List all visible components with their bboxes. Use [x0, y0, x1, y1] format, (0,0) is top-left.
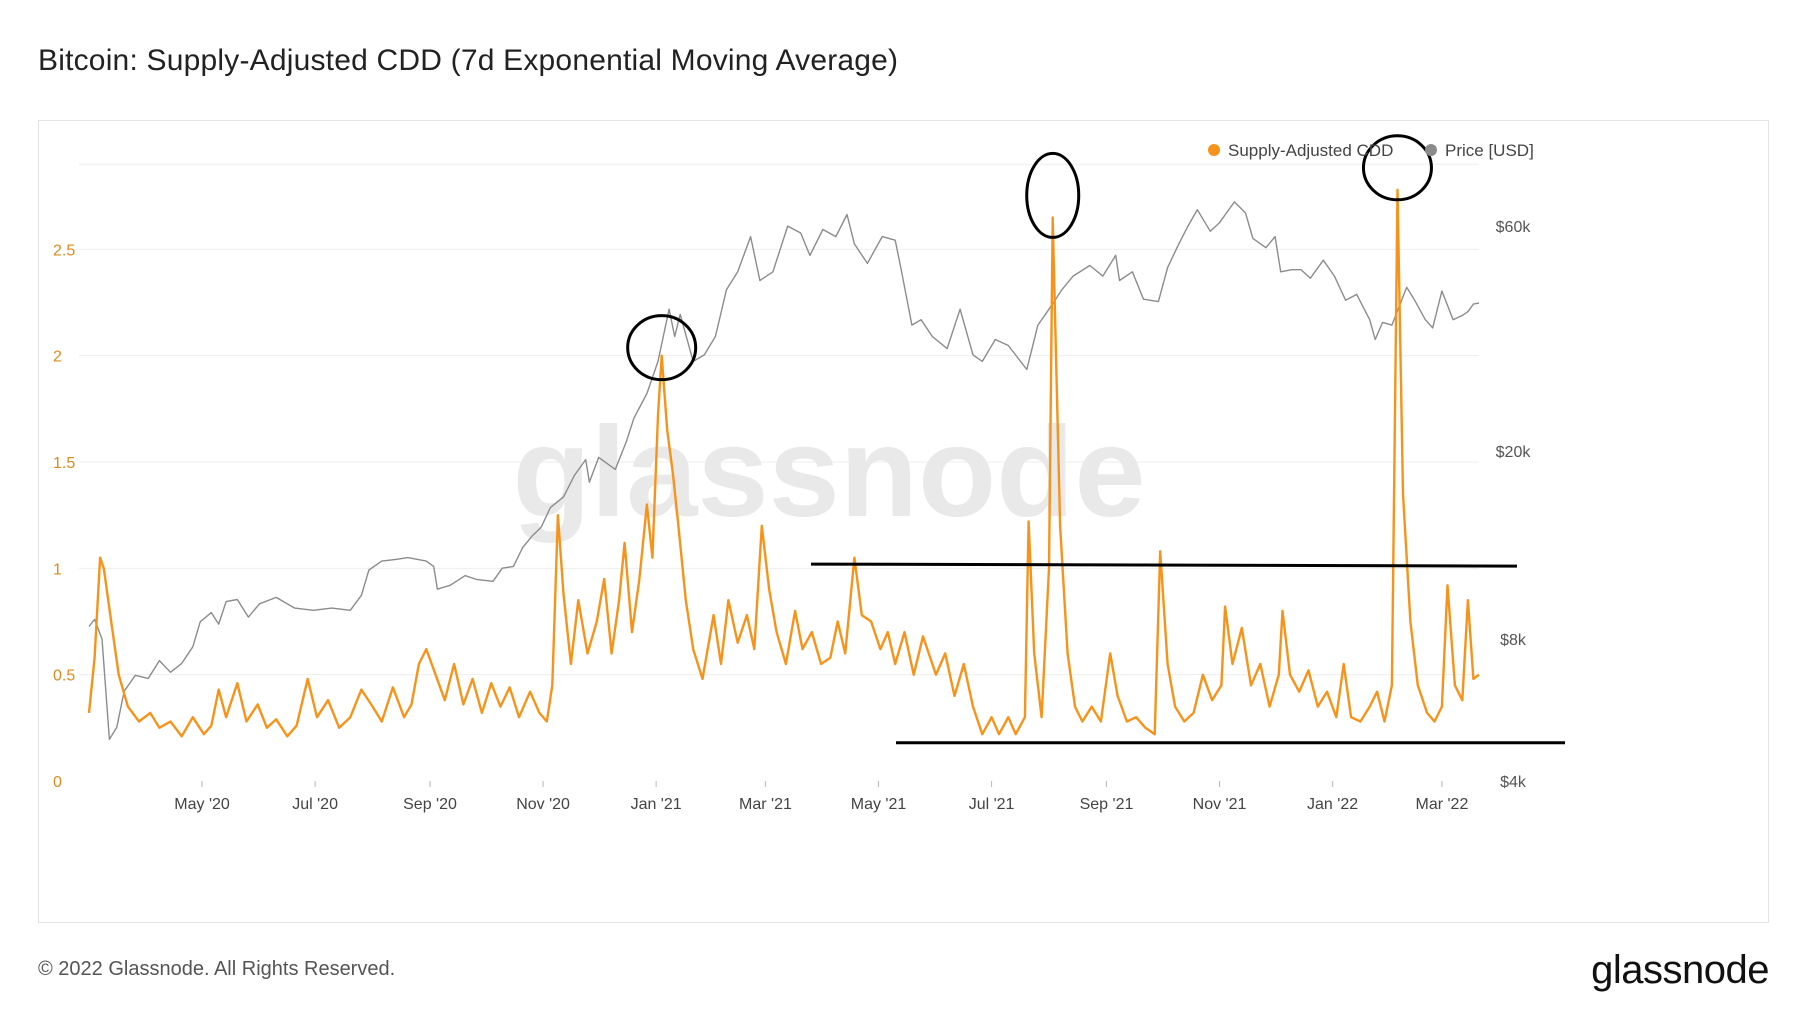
x-tick-label: Jan '21: [631, 796, 682, 813]
chart-watermark: glassnode: [512, 401, 1145, 544]
annotation-line-upper: [810, 562, 1518, 568]
right-tick-label: $60k: [1496, 219, 1532, 236]
x-tick-label: May '20: [174, 796, 230, 813]
x-tick-label: Jul '21: [969, 796, 1015, 813]
series-layer: [87, 188, 1480, 741]
legend-dot-cdd: [1208, 144, 1220, 156]
grid-lines: [79, 163, 1479, 676]
annotations-layer: [626, 134, 1565, 745]
x-tick-label: Jan '22: [1307, 796, 1358, 813]
series-cdd-line: [87, 188, 1480, 738]
right-tick-label: $20k: [1496, 444, 1532, 461]
x-tick-label: Mar '21: [739, 796, 792, 813]
page-title: Bitcoin: Supply-Adjusted CDD (7d Exponen…: [38, 44, 899, 77]
legend-dot-price: [1425, 144, 1437, 156]
x-tick-label: May '21: [851, 796, 907, 813]
x-tick-label: Nov '20: [516, 796, 570, 813]
series-price-line: [88, 201, 1480, 741]
right-tick-label: $8k: [1500, 632, 1527, 649]
annotation-circle-2: [1361, 134, 1433, 202]
x-tick-label: Nov '21: [1193, 796, 1247, 813]
left-tick-label: 2.5: [53, 242, 75, 259]
left-tick-label: 1.5: [53, 455, 75, 472]
x-tick-label: Mar '22: [1416, 796, 1469, 813]
x-tick-label: Sep '20: [403, 796, 457, 813]
x-tick-label: Sep '21: [1080, 796, 1134, 813]
left-tick-label: 2: [53, 349, 62, 366]
annotation-circle-0: [626, 314, 698, 382]
right-axis: $4k $8k $20k $60k: [1496, 219, 1532, 791]
left-tick-label: 0.5: [53, 668, 75, 685]
legend-label-price[interactable]: Price [USD]: [1445, 141, 1534, 160]
left-tick-label: 1: [53, 561, 62, 578]
annotation-circle-1: [1025, 151, 1081, 239]
legend-label-cdd[interactable]: Supply-Adjusted CDD: [1228, 141, 1393, 160]
x-axis: May '20 Jul '20 Sep '20 Nov '20 Jan '21 Mar '…: [174, 781, 1468, 813]
left-axis: 0 0.5 1 1.5 2 2.5: [53, 242, 75, 791]
footer-copyright: © 2022 Glassnode. All Rights Reserved.: [38, 958, 396, 980]
right-tick-label: $4k: [1500, 774, 1527, 791]
chart-svg: glassnode 0 0.5 1 1.5 2 2.5 $4k $8k $20k $60k Ma…: [53, 134, 1565, 813]
left-tick-label: 0: [53, 774, 62, 791]
legend[interactable]: Supply-Adjusted CDD Price [USD]: [1208, 141, 1534, 160]
footer-logo[interactable]: glassnode: [1591, 948, 1769, 992]
x-tick-label: Jul '20: [292, 796, 338, 813]
chart-frame: glassnode 0 0.5 1 1.5 2 2.5 $4k $8k $20k $60k Ma…: [38, 120, 1769, 923]
